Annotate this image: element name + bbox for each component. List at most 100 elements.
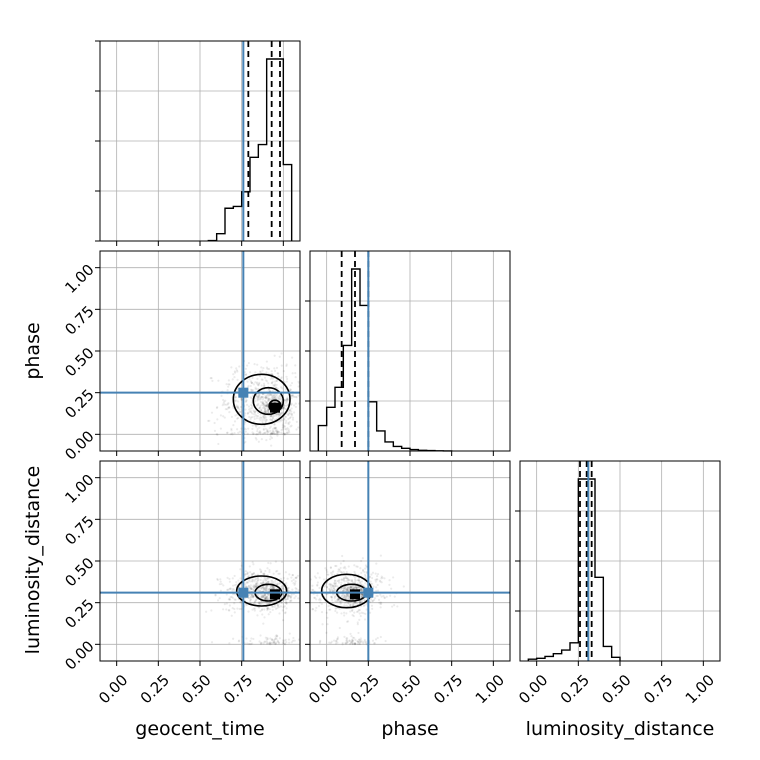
scatter-point (290, 381, 294, 385)
scatter-point (264, 585, 268, 588)
scatter-point (285, 364, 288, 367)
scatter-point (338, 607, 341, 610)
scatter-point (268, 642, 271, 645)
scatter-point (297, 380, 300, 383)
scatter-point (265, 640, 269, 643)
scatter-point (235, 413, 239, 416)
contour-luminosity_distance-geocent_time-2 (235, 575, 288, 607)
scatter-point (287, 593, 290, 597)
scatter-point (291, 356, 294, 359)
scatter-point (256, 396, 259, 399)
scatter-point (350, 585, 353, 588)
scatter-point (353, 586, 357, 589)
scatter-point (256, 404, 259, 407)
scatter-point (258, 407, 261, 410)
scatter-point (272, 394, 275, 397)
scatter-point (254, 388, 257, 391)
scatter-point (273, 426, 276, 429)
scatter-point (342, 587, 345, 590)
scatter-point (343, 595, 346, 599)
scatter-point (280, 397, 283, 400)
scatter-point (364, 573, 367, 576)
scatter-point (378, 579, 382, 582)
scatter-point (247, 642, 250, 646)
scatter-point (290, 641, 293, 644)
scatter-point (344, 575, 347, 578)
scatter-point (337, 597, 340, 601)
scatter-point (318, 586, 321, 590)
scatter-point (392, 576, 395, 579)
scatter-point (311, 588, 314, 591)
scatter-point (345, 588, 349, 591)
scatter-point (267, 397, 270, 400)
scatter-point (285, 601, 288, 605)
scatter-point (262, 595, 265, 598)
scatter-point (352, 614, 355, 618)
scatter-point (253, 411, 257, 414)
scatter-point (341, 600, 344, 603)
scatter-point (248, 587, 251, 590)
scatter-point (257, 382, 261, 385)
scatter-point (270, 579, 273, 582)
scatter-point (266, 607, 269, 611)
scatter-point (254, 584, 257, 587)
scatter-point (314, 609, 317, 612)
scatter-point (345, 595, 348, 598)
scatter-point (336, 637, 339, 640)
scatter-point (222, 415, 225, 418)
scatter-point (337, 580, 340, 583)
scatter-point (281, 428, 284, 431)
scatter-point (274, 429, 277, 433)
scatter-point (227, 598, 231, 601)
scatter-point (278, 612, 281, 615)
scatter-point (287, 589, 290, 592)
scatter-point (379, 606, 382, 609)
scatter-point (345, 639, 348, 642)
scatter-point (288, 431, 291, 434)
scatter-point (313, 596, 317, 599)
scatter-point (278, 413, 281, 416)
scatter-point (248, 408, 251, 411)
scatter-point (318, 597, 322, 600)
scatter-point (282, 619, 285, 622)
scatter-point (295, 420, 298, 423)
scatter-point (289, 596, 293, 599)
scatter-point (259, 370, 262, 373)
scatter-point (332, 585, 335, 588)
scatter-point (276, 387, 279, 390)
scatter-point (343, 580, 346, 583)
scatter-point (287, 589, 290, 592)
scatter-point (323, 585, 326, 588)
scatter-point (345, 576, 348, 580)
scatter-point (276, 420, 279, 423)
scatter-point (349, 586, 353, 589)
scatter-point (269, 414, 273, 417)
scatter-point (247, 597, 251, 600)
scatter-point (286, 431, 289, 435)
scatter-point (273, 395, 277, 398)
scatter-point (357, 631, 360, 635)
scatter-point (338, 626, 341, 630)
scatter-point (280, 386, 283, 389)
scatter-point (276, 413, 280, 416)
scatter-point (253, 609, 256, 612)
scatter-point (261, 369, 264, 372)
scatter-point (266, 602, 269, 605)
scatter-point (283, 425, 286, 428)
scatter-point (216, 577, 219, 581)
scatter-point (351, 602, 355, 606)
scatter-point (258, 603, 261, 606)
scatter-point (228, 598, 231, 601)
scatter-point (273, 640, 276, 643)
scatter-point (262, 586, 265, 589)
scatter-point (259, 431, 262, 434)
scatter-point (343, 635, 346, 638)
scatter-point (345, 571, 348, 574)
scatter-point (284, 427, 287, 431)
scatter-point (219, 580, 222, 583)
scatter-point (249, 409, 252, 412)
scatter-point (290, 413, 293, 416)
scatter-point (261, 585, 264, 588)
scatter-point (258, 426, 261, 429)
scatter-point (263, 608, 266, 611)
